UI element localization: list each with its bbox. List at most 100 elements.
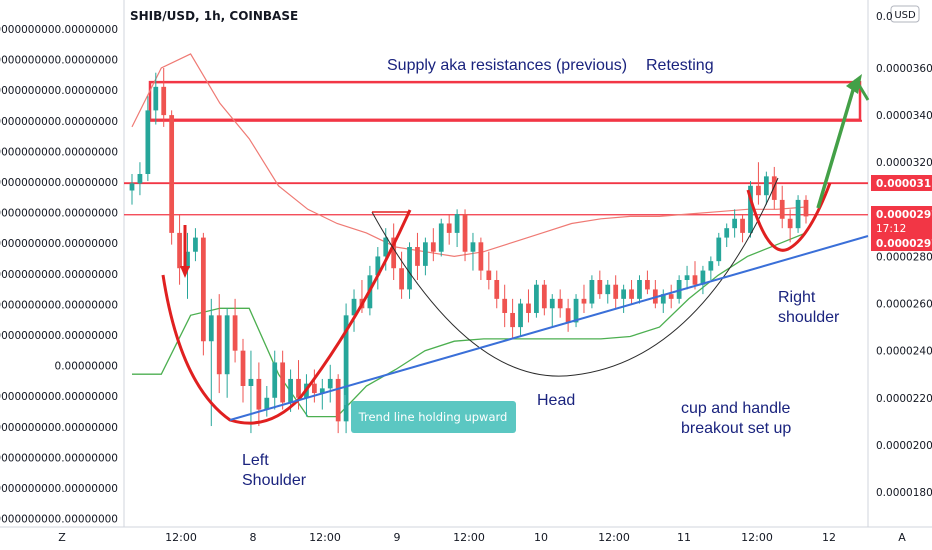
candle-body — [462, 214, 468, 252]
candle — [502, 284, 508, 328]
time-axis-tick-label: 8 — [250, 531, 257, 544]
candle-body — [668, 294, 674, 299]
candle-body — [518, 303, 523, 328]
candles — [129, 68, 809, 434]
candle-body — [486, 270, 492, 280]
zoom-icon[interactable]: Z — [58, 531, 66, 544]
candle-body — [240, 350, 246, 386]
candle — [589, 275, 595, 309]
candle-body — [787, 218, 793, 229]
candle — [684, 265, 690, 290]
candle-body — [375, 256, 381, 276]
candle-body — [748, 185, 753, 233]
candle-body — [605, 284, 611, 295]
candle-body — [327, 378, 333, 389]
candle-body — [660, 294, 666, 304]
candle-body — [224, 315, 230, 375]
candle-body — [708, 261, 714, 271]
candle-body — [541, 284, 547, 309]
candle-body — [438, 223, 444, 252]
candle — [343, 303, 349, 434]
price-label-bid: 0.00002976 — [876, 238, 932, 250]
time-axis-tick-label: 10 — [534, 531, 548, 544]
candle — [232, 298, 238, 363]
candle-body — [589, 280, 595, 304]
candle — [716, 232, 722, 266]
candle-body — [137, 174, 143, 184]
candle — [240, 338, 246, 403]
candle — [549, 294, 555, 328]
left-axis-tick-label: 25000000000000.00000000 — [0, 208, 118, 220]
candle-body — [391, 237, 397, 269]
candle-body — [145, 110, 151, 174]
candle — [668, 284, 674, 309]
time-axis-tick-label: 12:00 — [309, 531, 341, 544]
candle-body — [478, 242, 484, 271]
left-shoulder-curve — [161, 209, 412, 425]
candle-body — [185, 251, 190, 269]
candle — [177, 214, 182, 285]
candle — [153, 72, 159, 125]
candle — [605, 280, 611, 304]
time-axis-tick-label: 12:00 — [598, 531, 630, 544]
candle-body — [407, 247, 412, 290]
candle — [573, 294, 579, 328]
candle-body — [153, 86, 159, 111]
candle-body — [288, 378, 293, 403]
candle-body — [256, 378, 262, 410]
down-arrow-icon — [180, 266, 190, 278]
candle-body — [248, 378, 254, 386]
left-axis-tick-label: 20000000000000.00000000 — [0, 238, 118, 250]
price-label-resistance-bg — [871, 175, 932, 191]
supply-annotation: Supply aka resistances (previous) — [387, 57, 627, 74]
candle — [795, 195, 801, 233]
supply-zones — [148, 80, 862, 122]
candle — [700, 265, 706, 295]
candle-body — [573, 298, 579, 323]
candle-body — [169, 115, 175, 233]
candle-body — [581, 298, 587, 304]
retesting-annotation: Retesting — [646, 57, 714, 74]
time-axis-ticks: 12:00 8 12:00 9 12:00 10 12:00 11 12:00 12 — [165, 531, 836, 544]
candle-body — [621, 289, 627, 299]
trendline-callout[interactable] — [351, 401, 516, 433]
cup-handle-annotation-line1: cup and handle — [681, 400, 791, 417]
candle-body — [597, 280, 603, 295]
candle-body — [319, 388, 325, 394]
candle-body — [684, 275, 690, 280]
left-axis-tick-label: 30000000000000.00000000 — [0, 177, 118, 189]
candle — [637, 275, 642, 304]
resistance-lines — [124, 182, 868, 216]
candle — [581, 284, 587, 313]
candle — [391, 223, 397, 280]
candle — [613, 275, 619, 309]
candle-body — [193, 237, 198, 252]
candle-body — [280, 362, 286, 403]
auto-scale-icon[interactable]: A — [898, 531, 906, 544]
candle — [161, 68, 167, 127]
left-axis-tick-label: 55000000000000.00000000 — [0, 24, 118, 36]
candle — [193, 228, 198, 262]
candle — [708, 256, 714, 280]
currency-badge[interactable] — [890, 5, 920, 23]
time-axis-tick-label: 12:00 — [165, 531, 197, 544]
left-axis-tick-label: -25000000000000.00000000 — [0, 514, 118, 526]
candle — [272, 350, 278, 410]
candle-body — [296, 378, 301, 398]
time-axis-tick-label: 11 — [677, 531, 691, 544]
candle — [565, 298, 571, 332]
left-axis-tick-label: -20000000000000.00000000 — [0, 483, 118, 495]
candle — [454, 209, 460, 248]
right-shoulder-curve — [746, 182, 832, 252]
candle-body — [335, 378, 341, 422]
candle-body — [446, 223, 452, 233]
left-axis-tick-label: 10000000000000.00000000 — [0, 299, 118, 311]
price-label-countdown: 17:12 — [876, 223, 906, 235]
